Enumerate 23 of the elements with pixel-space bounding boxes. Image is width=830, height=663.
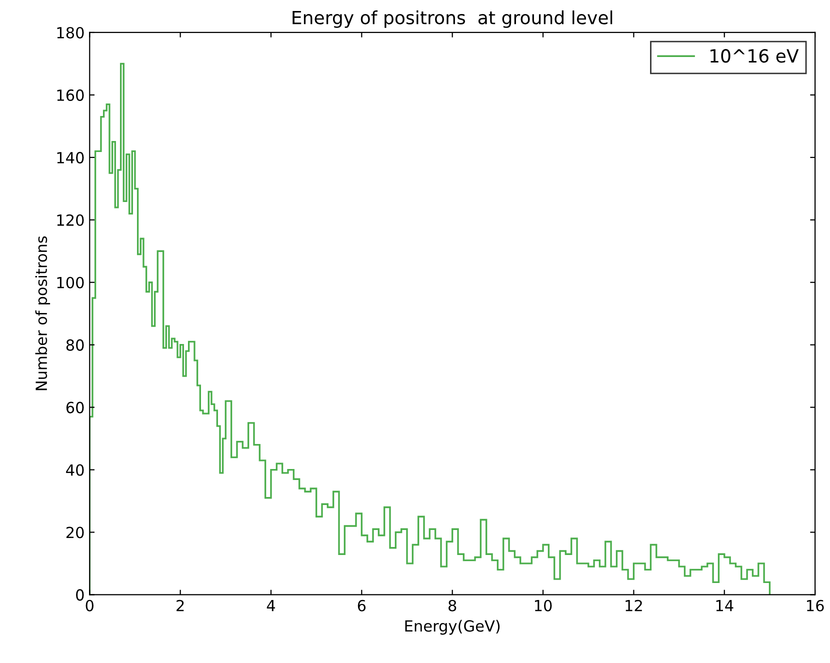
x-tick-label: 2 (176, 600, 184, 612)
x-tick-label: 4 (266, 600, 275, 612)
y-tick-label: 40 (66, 464, 84, 476)
x-tick-label: 8 (448, 600, 456, 612)
x-tick-label: 6 (358, 600, 366, 612)
x-tick-label: 14 (716, 600, 734, 612)
x-tick-label: 12 (626, 600, 642, 612)
y-tick-label: 120 (57, 214, 84, 226)
x-tick-label: 10 (534, 600, 552, 612)
y-tick-label: 60 (66, 402, 84, 414)
y-tick-label: 100 (57, 276, 84, 288)
x-tick-label: 16 (807, 600, 824, 612)
y-tick-label: 80 (66, 339, 84, 351)
chart-title: Energy of positrons at ground level (292, 10, 612, 28)
y-tick-label: 140 (57, 152, 84, 164)
y-tick-label: 180 (57, 26, 84, 39)
y-axis-title: Number of positrons (35, 236, 50, 390)
y-tick-label: 160 (57, 89, 84, 101)
y-tick-label: 20 (66, 526, 84, 538)
y-tick-label: 0 (76, 589, 84, 601)
legend-label: 10^16 eV (710, 49, 799, 63)
x-axis-title: Energy(GeV) (405, 620, 500, 635)
x-tick-label: 0 (86, 600, 94, 612)
